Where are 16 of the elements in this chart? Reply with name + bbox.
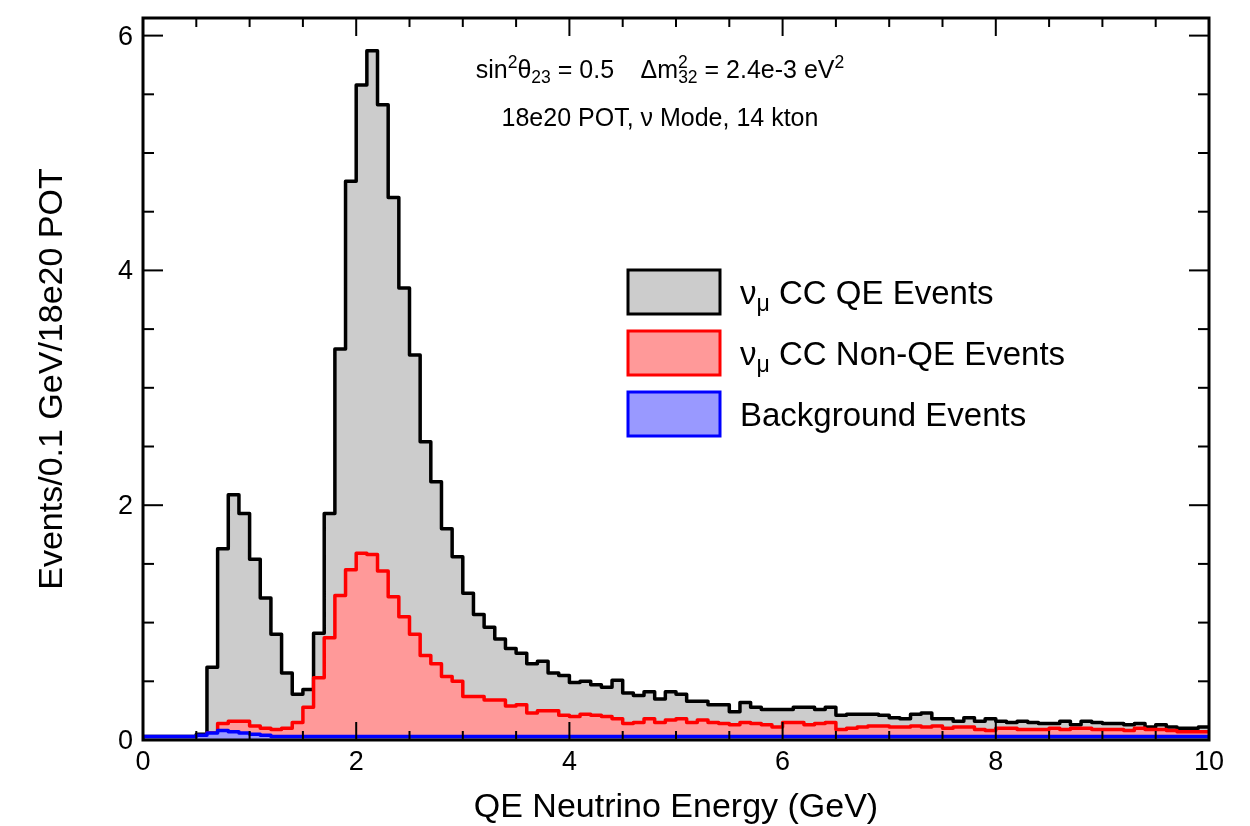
x-tick-label: 10 [1193,746,1225,776]
legend-label: ν$_{μ}$ CC QE Events [740,274,994,316]
text: sin$^{2}$θ$_{23}$ = 0.5 Δm$^{2}$$_{32}$ = 2.4e-3 eV$^{2}$ [475,52,845,88]
x-tick-label: 8 [988,746,1004,776]
x-tick-label: 4 [561,746,577,776]
x-tick-label: 2 [348,746,364,776]
y-axis-title: Events/0.1 GeV/18e20 POT [31,168,69,590]
y-tick-label: 2 [117,490,133,521]
y-tick-label: 6 [117,20,133,51]
x-tick-label: 6 [775,746,791,776]
y-tick-label: 4 [117,255,133,286]
legend-label: Background Events [740,396,1027,433]
legend-label: ν$_{μ}$ CC Non-QE Events [740,335,1066,377]
x-axis-title: QE Neutrino Energy (GeV) [473,786,879,824]
y-tick-label: 0 [117,725,133,755]
annotation: 18e20 POT, ν Mode, 14 kton [501,103,819,131]
